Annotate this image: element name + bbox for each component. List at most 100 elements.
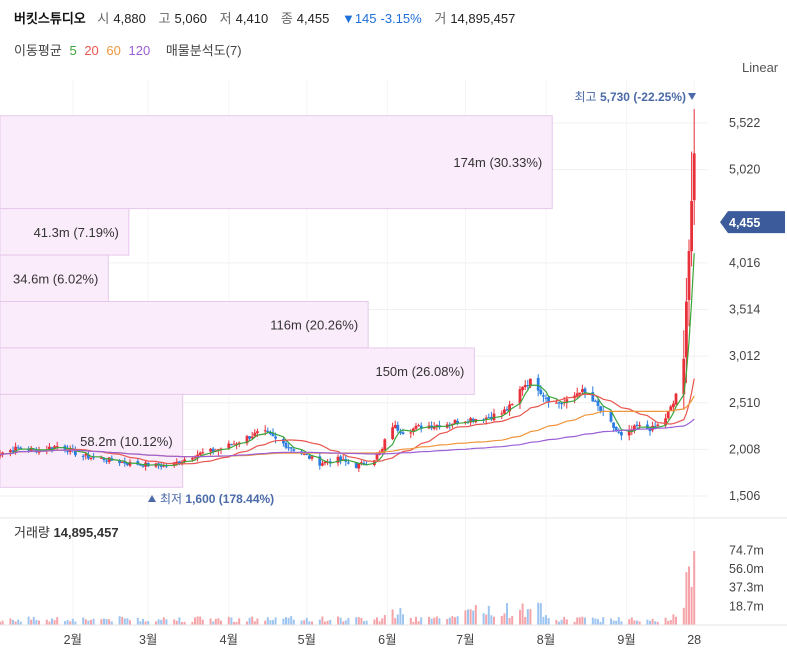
price-tick-label: 2,008 [729, 442, 760, 456]
volume-bar [308, 621, 311, 625]
low-label: 저 [219, 11, 232, 26]
volume-bar [19, 621, 22, 625]
volume-bar [682, 607, 685, 625]
candle-body [107, 457, 111, 462]
candle-body [391, 427, 394, 439]
candle-body [248, 436, 251, 439]
volume-bar [311, 621, 313, 625]
candle-body [633, 425, 636, 431]
candle-body [0, 454, 2, 457]
candles [0, 109, 696, 472]
volume-bar [409, 617, 412, 625]
candle-body [490, 416, 493, 420]
volume-value: 14,895,457 [450, 11, 516, 26]
candle-body [617, 431, 621, 433]
volume-bar [305, 617, 308, 625]
candle-body [539, 389, 543, 395]
volume-bar [165, 619, 168, 625]
candle-body [399, 431, 402, 433]
candle-body [487, 417, 491, 419]
candle-body [245, 436, 249, 444]
candle-body [417, 425, 420, 427]
volume-bar [64, 621, 66, 625]
volume-bar [256, 618, 259, 625]
candle-body [393, 425, 397, 429]
volume-profile-bar [0, 254, 109, 303]
candle-body [123, 461, 127, 464]
volume-bar [82, 617, 85, 625]
price-tick-label: 1,506 [729, 489, 760, 503]
volume-bar [529, 609, 532, 625]
candle-body [484, 417, 488, 420]
volume-bar [285, 617, 287, 625]
candle-body [193, 457, 197, 459]
volume-panel: 거래량 14,895,457 74.7m 56.0m 37.3m 18.7m [0, 517, 787, 625]
candle-body [396, 424, 400, 431]
candle-body [635, 424, 639, 427]
candle-body [591, 392, 595, 402]
volume-bar [209, 618, 212, 625]
volume-bar [685, 572, 688, 625]
volume-bar [227, 616, 230, 625]
volume-bar [144, 621, 147, 625]
high-value: 5,060 [174, 11, 208, 26]
volume-bar [521, 603, 524, 625]
volume-bar [376, 617, 378, 625]
volume-bar [246, 621, 248, 625]
candle-body [105, 460, 108, 462]
volume-bar [576, 617, 579, 625]
candle-body [383, 439, 387, 451]
volume-bar [591, 617, 594, 625]
volume-bar [282, 618, 285, 625]
volume-bar [636, 620, 638, 625]
candle-body [578, 392, 582, 395]
candle-body [100, 457, 103, 459]
max-marker: 최고 5,730 (-22.25%) [575, 90, 686, 104]
volume-bar [508, 617, 511, 625]
volume-profile-bar [0, 301, 369, 349]
candle-body [354, 462, 358, 468]
volume-bar [420, 617, 423, 625]
volume-bar [233, 621, 235, 625]
candle-body [690, 201, 693, 252]
candle-body [360, 462, 363, 464]
volume-bar [503, 613, 506, 625]
moving-average-legend[interactable]: 이동평균 5 20 60 120 매물분석도(7) [14, 40, 246, 59]
volume-bar [230, 617, 233, 625]
date-tick-label: 3월 [139, 633, 157, 647]
volume-bar [136, 617, 139, 625]
volume-bar [27, 616, 30, 625]
candle-body [271, 433, 275, 437]
volume-bar [238, 618, 241, 625]
volume-bar [599, 621, 602, 625]
candle-body [505, 409, 509, 411]
volume-bar [630, 617, 633, 625]
candle-body [542, 395, 545, 397]
volume-bar [456, 616, 459, 625]
candle-body [547, 397, 550, 403]
volume-bar [417, 621, 420, 625]
scale-mode-toggle[interactable]: Linear [742, 60, 779, 75]
candle-body [469, 418, 472, 423]
volume-bar [664, 617, 667, 625]
min-marker: 최저 1,600 (178.44%) [160, 492, 274, 506]
volume-bar [344, 620, 347, 625]
candle-body [282, 439, 285, 444]
candle-body [287, 447, 290, 449]
volume-bar [9, 618, 12, 625]
volume-bar [558, 621, 560, 625]
volume-bar [594, 618, 597, 625]
volume-bar [620, 621, 623, 625]
volume-bar [578, 617, 581, 625]
ma-line-20 [0, 378, 695, 465]
candle-body [609, 411, 613, 422]
candle-body [84, 453, 88, 456]
date-tick-label: 8월 [537, 633, 555, 647]
volume-bar [612, 620, 615, 625]
high-label: 고 [158, 11, 171, 26]
candle-body [230, 444, 233, 446]
candle-body [74, 449, 77, 456]
candle-body [666, 411, 670, 419]
volume-bar [103, 618, 105, 625]
